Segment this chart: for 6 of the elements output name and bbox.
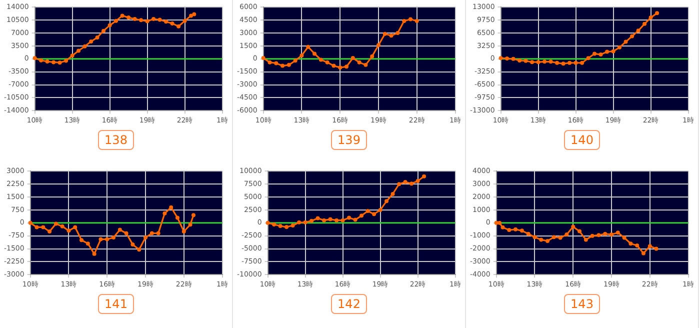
text: 140: [564, 130, 600, 150]
text: 142: [330, 294, 368, 314]
text: 141: [98, 294, 134, 314]
text: 138: [98, 130, 134, 150]
text: 143: [564, 294, 600, 314]
text: 139: [330, 130, 368, 150]
